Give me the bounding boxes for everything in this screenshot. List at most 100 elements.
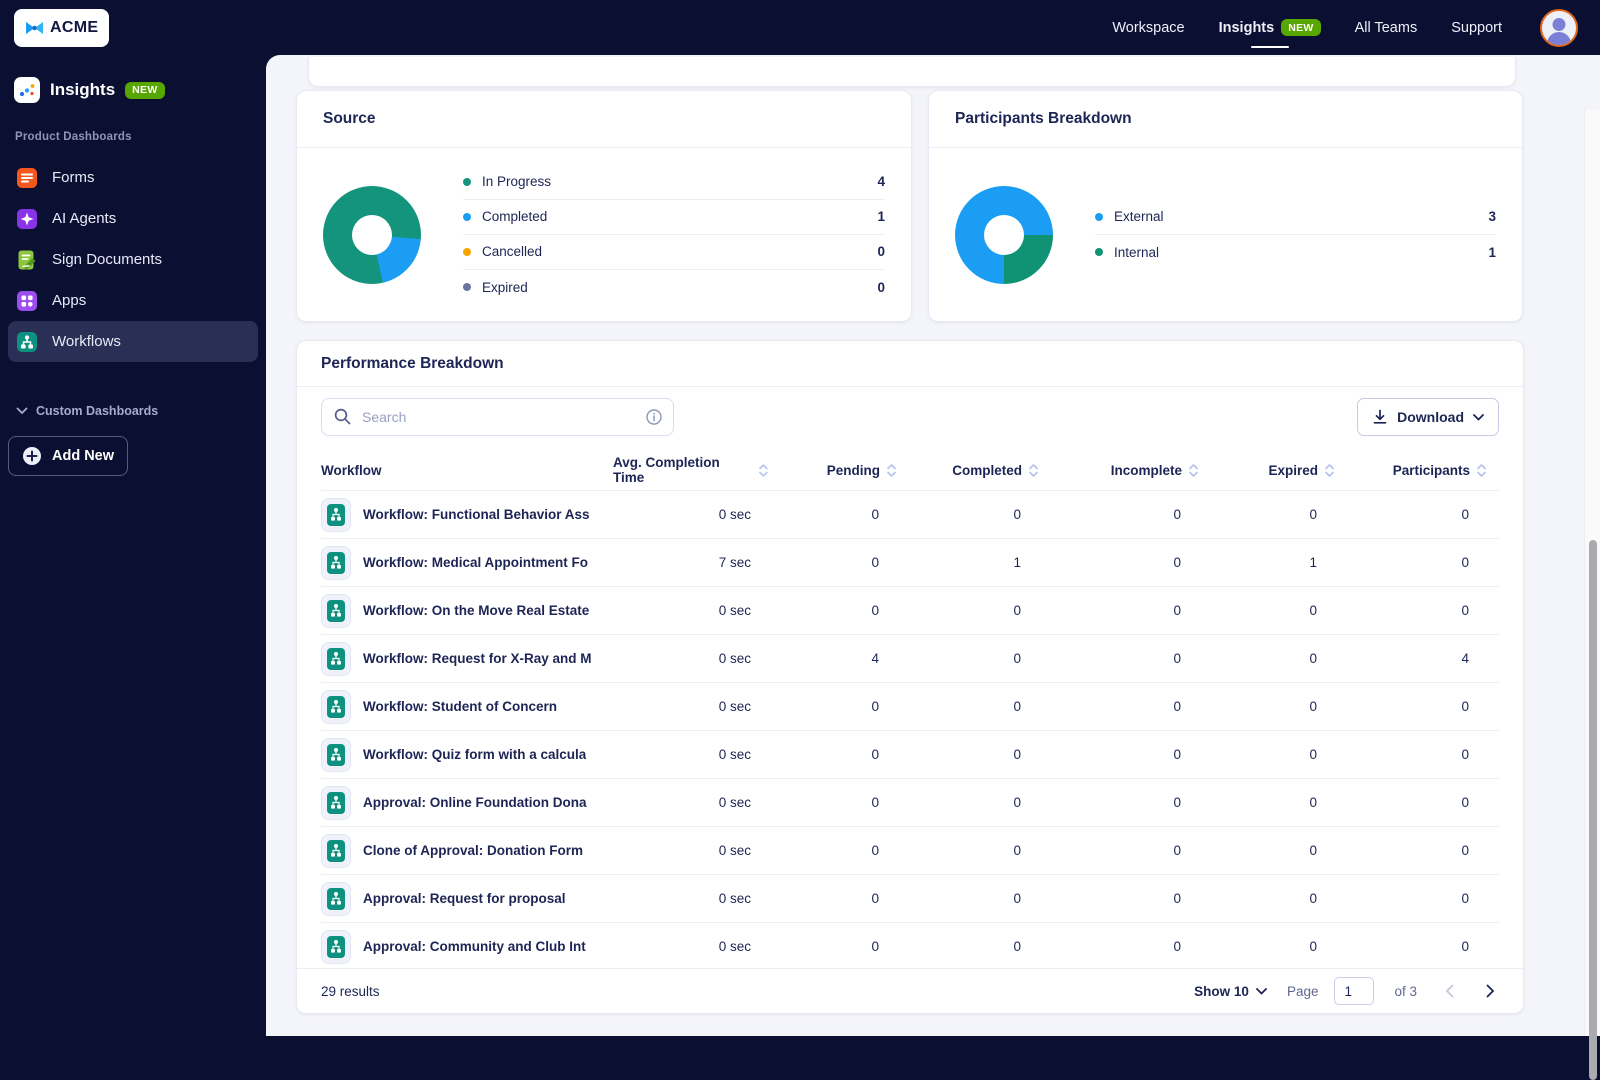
table-toolbar: Download <box>297 387 1523 436</box>
nav-insights[interactable]: Insights NEW <box>1219 0 1321 55</box>
sidebar-header: Insights NEW <box>14 77 252 103</box>
column-label: Pending <box>827 463 880 478</box>
cell-incomplete: 0 <box>1053 555 1213 570</box>
column-header-expired[interactable]: Expired <box>1213 463 1349 478</box>
cell-expired: 0 <box>1213 939 1349 954</box>
table-footer: 29 results Show 10 Page of 3 <box>297 968 1523 1013</box>
column-label: Expired <box>1268 463 1318 478</box>
scrollbar-track[interactable] <box>1584 110 1600 1036</box>
cell-expired: 0 <box>1213 795 1349 810</box>
cell-avg: 0 sec <box>613 507 783 522</box>
cell-participants: 0 <box>1349 795 1501 810</box>
workflow-name: Workflow: Quiz form with a calcula <box>363 747 586 762</box>
legend-value: 4 <box>877 174 885 189</box>
cell-pending: 0 <box>783 555 911 570</box>
show-per-page-select[interactable]: Show 10 <box>1194 984 1267 999</box>
workflow-icon <box>321 738 351 772</box>
cell-avg: 0 sec <box>613 843 783 858</box>
acme-logo[interactable]: ACME <box>14 9 109 47</box>
workflow-name: Approval: Community and Club Int <box>363 939 586 954</box>
legend-label: Internal <box>1114 245 1159 260</box>
workflow-glyph <box>327 888 345 910</box>
cell-participants: 0 <box>1349 843 1501 858</box>
cell-pending: 0 <box>783 507 911 522</box>
add-new-button[interactable]: Add New <box>8 436 128 476</box>
legend-value: 0 <box>877 280 885 295</box>
column-header-workflow: Workflow <box>321 463 613 478</box>
legend-item: Expired 0 <box>463 270 885 305</box>
user-avatar[interactable] <box>1540 9 1578 47</box>
workflow-icon <box>321 930 351 964</box>
caret-down-icon <box>1473 414 1484 421</box>
cell-avg: 0 sec <box>613 699 783 714</box>
sidebar-item-workflows[interactable]: Workflows <box>8 321 258 362</box>
custom-dashboards-toggle[interactable]: Custom Dashboards <box>16 404 252 418</box>
workflow-name: Workflow: Student of Concern <box>363 699 557 714</box>
nav-workspace[interactable]: Workspace <box>1112 0 1184 55</box>
cell-completed: 0 <box>911 795 1053 810</box>
info-icon[interactable] <box>646 409 662 425</box>
new-badge: NEW <box>1281 19 1320 36</box>
column-header-completed[interactable]: Completed <box>911 463 1053 478</box>
download-button[interactable]: Download <box>1357 398 1499 436</box>
sidebar-item-apps[interactable]: Apps <box>8 280 258 321</box>
sort-icon <box>758 463 769 478</box>
cell-avg: 7 sec <box>613 555 783 570</box>
section-label-product-dashboards: Product Dashboards <box>15 131 252 143</box>
cell-expired: 0 <box>1213 747 1349 762</box>
sidebar-title: Insights <box>50 80 115 100</box>
page-label: Page <box>1287 984 1319 999</box>
cell-participants: 0 <box>1349 555 1501 570</box>
avatar-person-icon <box>1547 32 1571 47</box>
previous-page-button[interactable] <box>1441 980 1458 1002</box>
forms-icon <box>16 167 38 189</box>
cell-pending: 0 <box>783 747 911 762</box>
cell-incomplete: 0 <box>1053 843 1213 858</box>
scrolled-card-partial <box>308 57 1516 87</box>
column-header-incomplete[interactable]: Incomplete <box>1053 463 1213 478</box>
workflow-name: Workflow: Functional Behavior Ass <box>363 507 590 522</box>
nav-all-teams[interactable]: All Teams <box>1355 0 1418 55</box>
sidebar-item-ai-agents[interactable]: AI Agents <box>8 198 258 239</box>
nav-support[interactable]: Support <box>1451 0 1502 55</box>
download-label: Download <box>1397 409 1464 425</box>
workflow-glyph <box>327 936 345 958</box>
sidebar-item-forms[interactable]: Forms <box>8 157 258 198</box>
cell-completed: 0 <box>911 651 1053 666</box>
search-input[interactable] <box>321 398 674 436</box>
column-label: Participants <box>1393 463 1470 478</box>
cell-participants: 0 <box>1349 603 1501 618</box>
column-header-participants[interactable]: Participants <box>1349 463 1501 478</box>
column-header-avg-completion-time[interactable]: Avg. Completion Time <box>613 455 783 485</box>
sidebar-item-sign-documents[interactable]: Sign Documents <box>8 239 258 280</box>
workflow-name: Workflow: Request for X-Ray and M <box>363 651 592 666</box>
chevron-right-icon <box>1486 984 1495 998</box>
nav-label: All Teams <box>1355 20 1418 36</box>
cell-expired: 0 <box>1213 843 1349 858</box>
cell-avg: 0 sec <box>613 795 783 810</box>
sidebar: Insights NEW Product Dashboards Forms AI… <box>0 55 266 1036</box>
scrollbar-thumb[interactable] <box>1589 540 1597 1080</box>
column-header-pending[interactable]: Pending <box>783 463 911 478</box>
next-page-button[interactable] <box>1482 980 1499 1002</box>
cell-pending: 0 <box>783 603 911 618</box>
legend-label: Expired <box>482 280 528 295</box>
legend-dot <box>1095 213 1103 221</box>
sidebar-item-label: Forms <box>52 169 95 186</box>
participants-card-title: Participants Breakdown <box>929 91 1522 148</box>
page-number-input[interactable] <box>1334 977 1374 1005</box>
